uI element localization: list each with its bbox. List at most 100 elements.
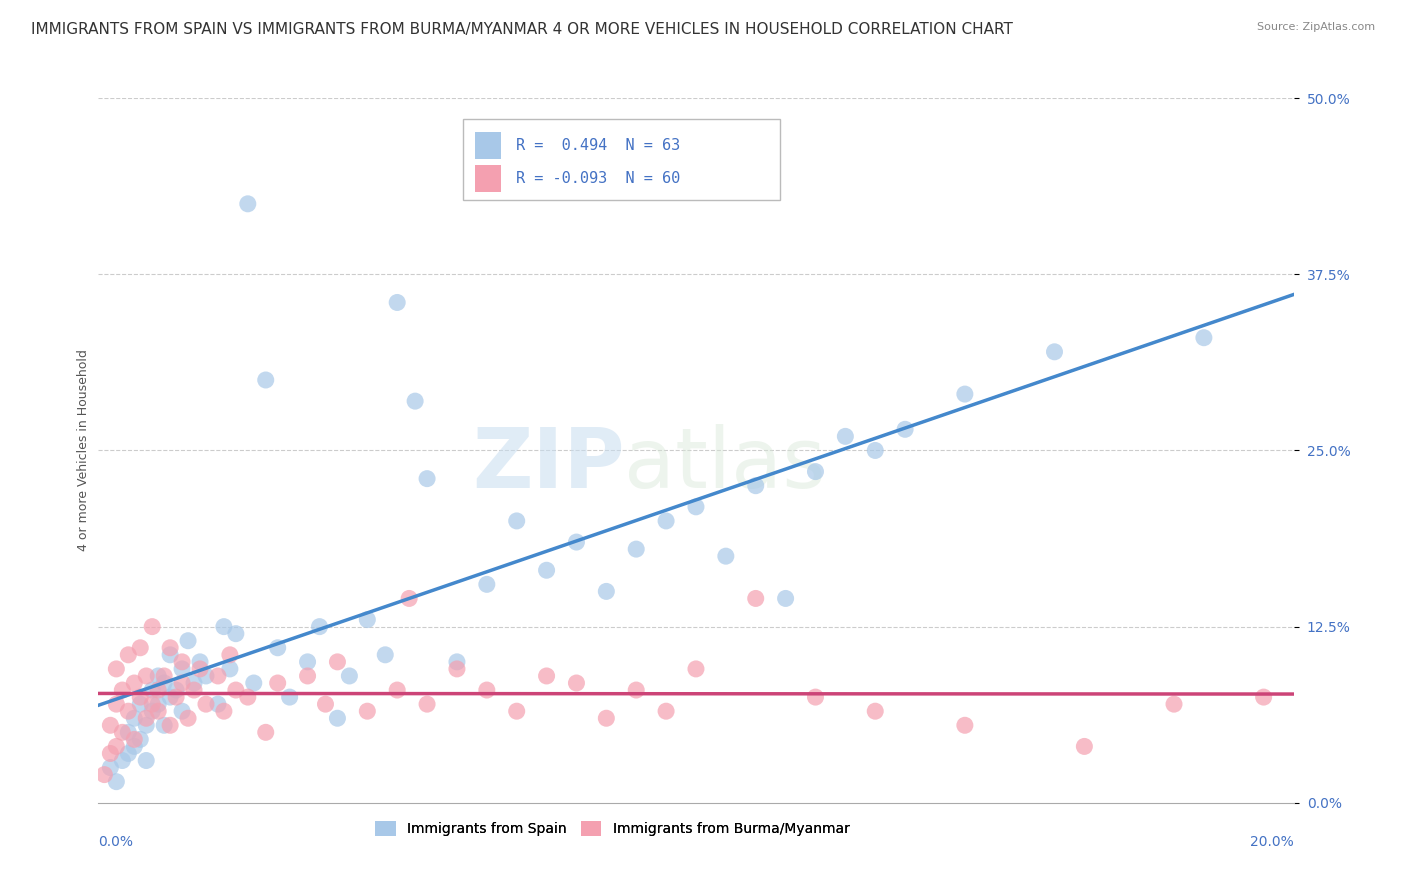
- Point: [159, 718, 181, 732]
- Point: [655, 704, 678, 718]
- Point: [475, 683, 498, 698]
- Point: [219, 662, 242, 676]
- Point: [148, 697, 170, 711]
- Point: [141, 619, 163, 633]
- Point: [804, 690, 827, 705]
- Point: [1253, 690, 1275, 705]
- Point: [141, 704, 163, 718]
- Point: [159, 690, 181, 705]
- Point: [243, 676, 266, 690]
- Point: [141, 683, 163, 698]
- Point: [536, 563, 558, 577]
- Point: [135, 754, 157, 768]
- Point: [172, 662, 194, 676]
- Point: [98, 747, 122, 761]
- Point: [1163, 697, 1185, 711]
- Point: [655, 514, 678, 528]
- Text: atlas: atlas: [624, 424, 825, 505]
- Point: [374, 648, 396, 662]
- Point: [626, 542, 648, 557]
- Point: [207, 669, 229, 683]
- Point: [326, 655, 349, 669]
- Text: IMMIGRANTS FROM SPAIN VS IMMIGRANTS FROM BURMA/MYANMAR 4 OR MORE VEHICLES IN HOU: IMMIGRANTS FROM SPAIN VS IMMIGRANTS FROM…: [31, 22, 1012, 37]
- Point: [117, 648, 139, 662]
- Point: [183, 676, 205, 690]
- Text: Source: ZipAtlas.com: Source: ZipAtlas.com: [1257, 22, 1375, 32]
- Text: 20.0%: 20.0%: [1250, 835, 1294, 848]
- Point: [105, 662, 128, 676]
- Point: [398, 591, 420, 606]
- Point: [117, 725, 139, 739]
- Point: [416, 697, 439, 711]
- Point: [339, 669, 361, 683]
- Point: [98, 718, 122, 732]
- Point: [183, 683, 205, 698]
- Point: [195, 697, 218, 711]
- Point: [207, 697, 229, 711]
- Text: R = -0.093  N = 60: R = -0.093 N = 60: [516, 171, 679, 186]
- Y-axis label: 4 or more Vehicles in Household: 4 or more Vehicles in Household: [77, 350, 90, 551]
- Point: [297, 669, 319, 683]
- Point: [219, 648, 242, 662]
- Point: [865, 704, 887, 718]
- Point: [105, 774, 128, 789]
- Point: [267, 676, 290, 690]
- Point: [148, 683, 170, 698]
- Point: [506, 704, 529, 718]
- Point: [536, 669, 558, 683]
- Text: ZIP: ZIP: [472, 424, 624, 505]
- Point: [385, 683, 409, 698]
- Point: [685, 500, 707, 514]
- Point: [188, 662, 211, 676]
- Point: [117, 704, 139, 718]
- Point: [745, 478, 768, 492]
- Point: [506, 514, 529, 528]
- Point: [626, 683, 648, 698]
- Point: [124, 732, 146, 747]
- Point: [1192, 331, 1215, 345]
- Point: [111, 754, 134, 768]
- Point: [124, 676, 146, 690]
- Point: [953, 387, 976, 401]
- Point: [834, 429, 856, 443]
- Point: [124, 739, 146, 754]
- Point: [804, 465, 827, 479]
- FancyBboxPatch shape: [475, 132, 501, 159]
- Point: [129, 640, 152, 655]
- Legend: Immigrants from Spain, Immigrants from Burma/Myanmar: Immigrants from Spain, Immigrants from B…: [370, 816, 855, 842]
- Point: [356, 704, 378, 718]
- Point: [153, 676, 176, 690]
- Point: [153, 718, 176, 732]
- Point: [188, 655, 211, 669]
- Point: [1043, 344, 1066, 359]
- Point: [212, 704, 235, 718]
- Point: [475, 577, 498, 591]
- Point: [153, 669, 176, 683]
- FancyBboxPatch shape: [475, 165, 501, 192]
- Point: [267, 640, 290, 655]
- Point: [98, 760, 122, 774]
- Point: [177, 711, 200, 725]
- Point: [326, 711, 349, 725]
- Point: [385, 295, 409, 310]
- Point: [135, 711, 157, 725]
- Point: [117, 747, 139, 761]
- Point: [225, 683, 247, 698]
- Point: [105, 739, 128, 754]
- Point: [159, 648, 181, 662]
- Point: [865, 443, 887, 458]
- Point: [105, 697, 128, 711]
- Point: [356, 613, 378, 627]
- Point: [236, 690, 259, 705]
- Text: 0.0%: 0.0%: [98, 835, 134, 848]
- Point: [685, 662, 707, 676]
- Point: [595, 711, 617, 725]
- Point: [714, 549, 737, 564]
- Point: [172, 676, 194, 690]
- Point: [254, 373, 277, 387]
- Point: [297, 655, 319, 669]
- Point: [565, 676, 588, 690]
- Point: [212, 619, 235, 633]
- Point: [111, 725, 134, 739]
- Text: R =  0.494  N = 63: R = 0.494 N = 63: [516, 138, 679, 153]
